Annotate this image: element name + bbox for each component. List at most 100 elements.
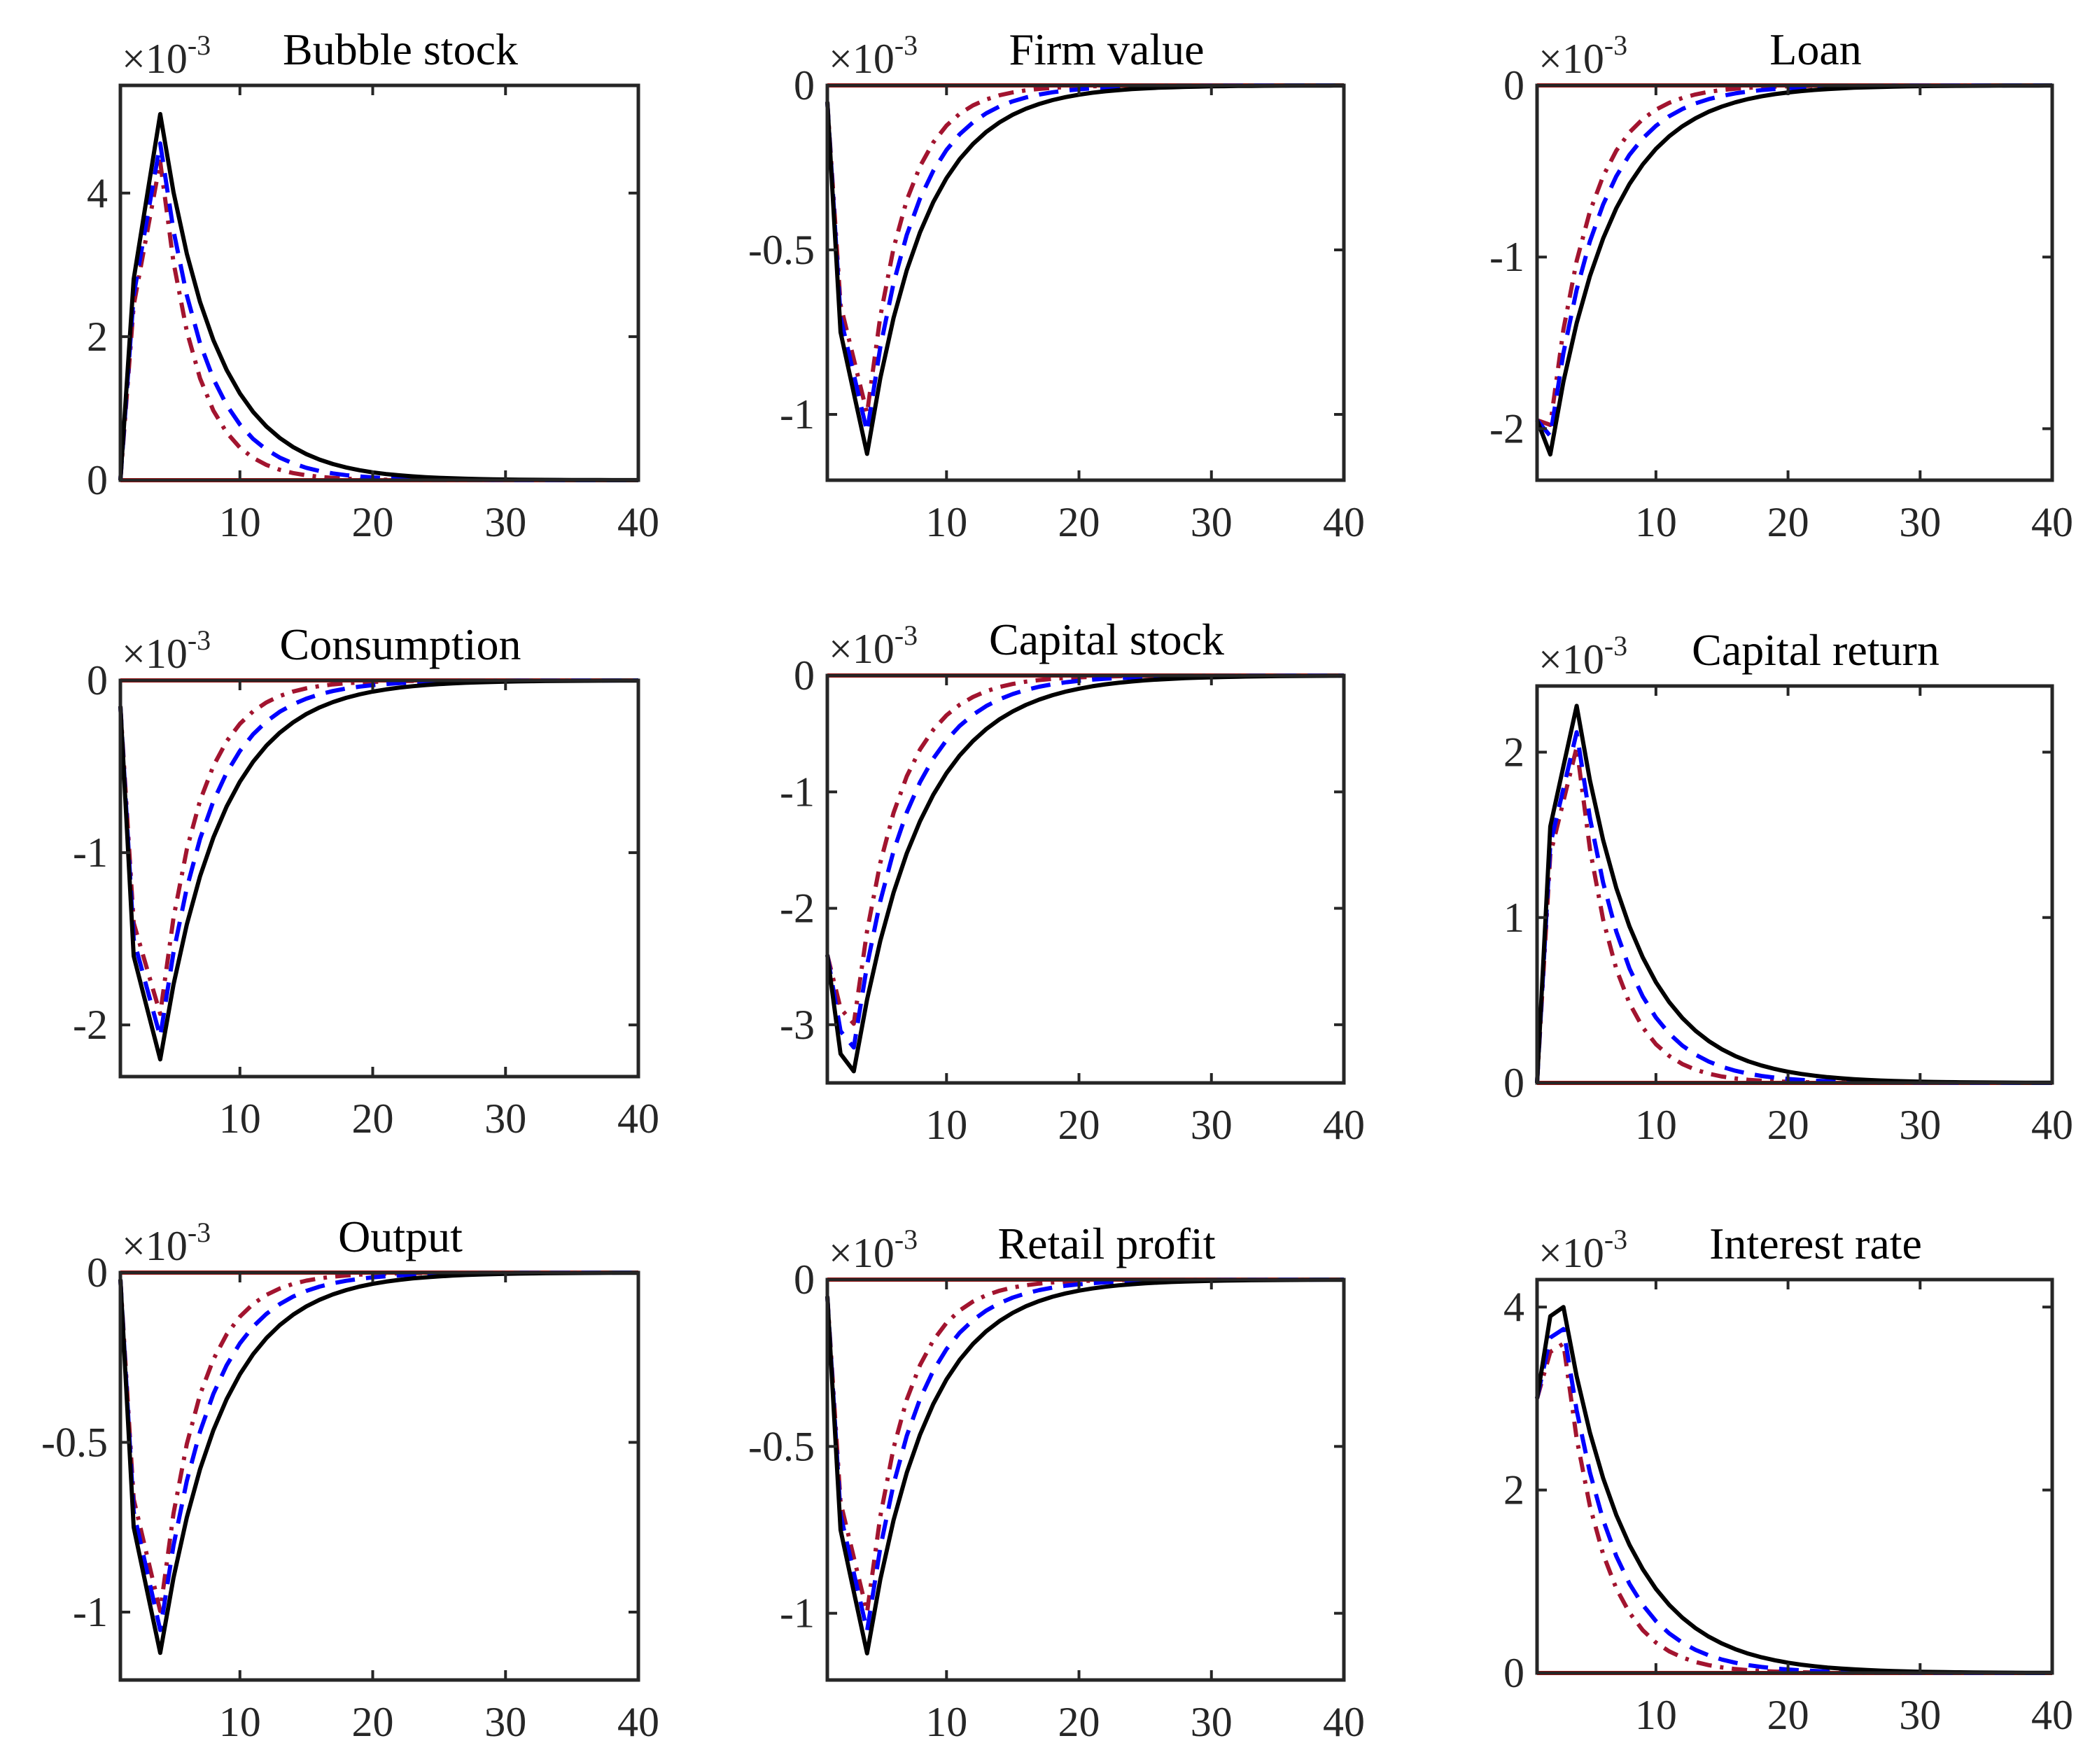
series-alt1-line [118,141,638,482]
y-tick-label: 0 [794,1256,815,1303]
y-tick-label: -2 [73,1002,108,1048]
y-tick-label: 1 [1503,895,1524,941]
plot-frame [825,673,1346,1085]
y-tick-label: -1 [780,391,815,438]
y-tick-label: 2 [87,314,108,360]
x-tick-label: 30 [1899,499,1941,545]
plot-frame [118,83,640,482]
series-alt1-line [825,83,1344,434]
x-tick-label: 30 [484,1096,526,1142]
x-tick-label: 40 [1323,1699,1365,1745]
panel-capital-return: 10 20 30 40 0 1 2 ×10-3 Capital return [1503,625,2073,1148]
x-tick-label: 10 [1635,1102,1677,1148]
panel-capital-stock: 10 20 30 40 0 -1 -2 -3 ×10-3 Capital stock [780,615,1365,1148]
x-tick-label: 40 [1323,499,1365,545]
scale-factor-label: ×10-3 [1538,29,1627,82]
series-benchmark-line [825,1278,1344,1656]
panel-consumption: 10 20 30 40 0 -1 -2 ×10-3 Consumption [73,620,659,1142]
series-alt1-line [1535,730,2052,1085]
x-tick-label: 10 [1635,1692,1677,1738]
series-benchmark-line [1535,83,2053,457]
panel-loan: 10 20 30 40 0 -1 -2 ×10-3 Loan [1489,24,2073,545]
series-benchmark-line [825,673,1345,1074]
scale-factor-label: ×10-3 [829,29,918,82]
y-tick-label: -0.5 [748,227,815,273]
x-tick-label: 20 [1767,1102,1809,1148]
y-tick-label: 0 [87,457,108,503]
x-tick-label: 20 [1058,1102,1100,1148]
x-tick-label: 20 [1058,1699,1100,1745]
y-tick-label: 0 [87,1250,108,1296]
y-tick-label: 2 [1503,1467,1524,1513]
panel-title: Bubble stock [283,24,518,74]
y-tick-label: -0.5 [748,1423,815,1469]
x-tick-label: 40 [617,499,659,545]
y-tick-label: -0.5 [41,1420,108,1466]
y-tick-label: -2 [780,886,815,932]
y-tick-label: 0 [794,62,815,108]
panel-title: Capital return [1692,625,1940,675]
panel-title: Capital stock [989,615,1224,664]
panel-title: Consumption [280,620,521,669]
x-tick-label: 20 [352,1096,394,1142]
panel-title: Retail profit [997,1219,1215,1268]
y-tick-label: 0 [1503,1060,1524,1106]
panel-title: Firm value [1009,24,1204,74]
panel-title: Loan [1769,24,1862,74]
x-tick-label: 30 [1899,1692,1941,1738]
panel-firm-value: 10 20 30 40 0 -0.5 -1 ×10-3 Firm value [748,24,1365,545]
plot-frame [118,1270,640,1682]
plot-frame [1535,1278,2054,1675]
y-tick-label: 0 [87,657,108,704]
series-benchmark-line [118,678,638,1062]
scale-factor-label: ×10-3 [122,1217,211,1269]
y-tick-label: -1 [1489,234,1524,280]
x-tick-label: 10 [219,499,261,545]
scale-factor-label: ×10-3 [829,620,918,672]
x-tick-label: 40 [2031,499,2073,545]
panel-title: Interest rate [1709,1219,1922,1268]
x-tick-label: 30 [1191,1699,1233,1745]
series-benchmark-line [118,112,638,482]
series-alt2-line [825,673,1344,1026]
series-benchmark-line [1535,704,2052,1085]
y-tick-label: 0 [1503,1650,1524,1696]
panel-retail-profit: 10 20 30 40 0 -0.5 -1 ×10-3 Retail profit [748,1219,1365,1745]
scale-factor-label: ×10-3 [829,1224,918,1276]
x-tick-label: 10 [1635,499,1677,545]
x-tick-label: 20 [352,499,394,545]
x-tick-label: 40 [617,1699,659,1745]
x-tick-label: 10 [925,1102,967,1148]
series-alt1-line [825,1278,1344,1633]
x-tick-label: 30 [484,1699,526,1745]
x-tick-label: 30 [1191,499,1233,545]
panel-bubble-stock: 10 20 30 40 0 2 4 ×10-3 Bubble stock [87,24,659,545]
x-tick-label: 40 [617,1096,659,1142]
x-tick-label: 20 [1767,1692,1809,1738]
series-alt2-line [1535,745,2052,1085]
series-alt1-line [118,678,638,1039]
plot-frame [1535,684,2054,1085]
x-tick-label: 40 [1323,1102,1365,1148]
panel-title: Output [338,1212,463,1261]
series-alt2-line [1536,83,2052,427]
series-benchmark-line [1535,1305,2053,1675]
x-tick-label: 30 [1899,1102,1941,1148]
y-tick-label: 2 [1503,729,1524,776]
y-tick-label: 0 [794,652,815,699]
y-tick-label: -1 [73,1589,108,1635]
series-benchmark-line [118,1270,638,1656]
x-tick-label: 10 [219,1096,261,1142]
y-tick-label: -2 [1489,405,1524,451]
y-tick-label: 0 [1503,62,1524,108]
x-tick-label: 40 [2031,1102,2073,1148]
y-tick-label: -1 [73,830,108,876]
x-tick-label: 10 [219,1699,261,1745]
series-alt2-line [118,1270,638,1614]
x-tick-label: 30 [484,499,526,545]
plot-frame [825,1278,1346,1682]
x-tick-label: 10 [925,499,967,545]
plot-frame [825,83,1346,482]
y-tick-label: 4 [87,170,108,216]
